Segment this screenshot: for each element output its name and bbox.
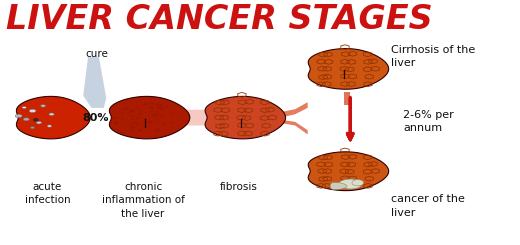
Circle shape	[170, 122, 173, 124]
Circle shape	[129, 129, 133, 131]
Circle shape	[145, 103, 148, 105]
Text: 80%: 80%	[82, 113, 109, 123]
Circle shape	[160, 109, 164, 110]
Polygon shape	[274, 119, 308, 135]
Circle shape	[137, 129, 141, 131]
Circle shape	[135, 121, 139, 123]
Circle shape	[130, 125, 134, 127]
Circle shape	[114, 122, 118, 124]
Circle shape	[121, 132, 125, 133]
Text: LIVER CANCER STAGES: LIVER CANCER STAGES	[6, 3, 432, 36]
Circle shape	[148, 121, 152, 123]
Circle shape	[49, 113, 54, 116]
Circle shape	[33, 119, 38, 121]
Text: cancer of the
liver: cancer of the liver	[391, 194, 465, 218]
Circle shape	[139, 130, 142, 132]
Circle shape	[22, 107, 27, 109]
Circle shape	[159, 104, 163, 106]
Polygon shape	[83, 57, 106, 108]
Circle shape	[121, 119, 124, 121]
Circle shape	[132, 122, 135, 124]
Polygon shape	[344, 92, 350, 105]
Circle shape	[133, 127, 137, 129]
Text: 2-6% per
annum: 2-6% per annum	[404, 110, 454, 133]
Circle shape	[131, 109, 135, 111]
Circle shape	[136, 117, 140, 119]
Circle shape	[151, 107, 154, 109]
Circle shape	[149, 107, 153, 109]
Circle shape	[23, 118, 29, 121]
Circle shape	[150, 111, 154, 112]
Circle shape	[138, 113, 142, 115]
Circle shape	[136, 123, 140, 125]
Circle shape	[135, 106, 139, 108]
Text: Cirrhosis of the
liver: Cirrhosis of the liver	[391, 45, 475, 68]
Circle shape	[151, 114, 155, 116]
Circle shape	[120, 113, 124, 114]
Circle shape	[156, 130, 160, 132]
Circle shape	[127, 112, 131, 114]
Circle shape	[131, 119, 135, 121]
Circle shape	[41, 105, 46, 107]
Polygon shape	[330, 183, 347, 190]
Circle shape	[114, 121, 118, 123]
Circle shape	[148, 121, 152, 123]
Circle shape	[114, 123, 118, 125]
Polygon shape	[17, 96, 90, 139]
Circle shape	[156, 105, 160, 107]
Circle shape	[171, 113, 175, 115]
Text: chronic
inflammation of
the liver: chronic inflammation of the liver	[101, 182, 185, 219]
FancyArrow shape	[185, 110, 220, 125]
Circle shape	[156, 103, 160, 105]
Circle shape	[36, 121, 42, 124]
Circle shape	[156, 119, 160, 121]
Circle shape	[113, 117, 117, 119]
Circle shape	[158, 107, 161, 109]
Polygon shape	[308, 152, 388, 191]
Circle shape	[130, 115, 134, 116]
Polygon shape	[308, 49, 388, 89]
Circle shape	[155, 129, 159, 131]
Circle shape	[125, 108, 128, 110]
Circle shape	[122, 109, 126, 110]
Text: acute
infection: acute infection	[24, 182, 70, 205]
Circle shape	[160, 115, 163, 117]
Circle shape	[111, 117, 114, 119]
Circle shape	[166, 106, 170, 108]
Circle shape	[160, 106, 163, 108]
Circle shape	[31, 127, 35, 129]
Polygon shape	[339, 179, 362, 189]
Circle shape	[129, 127, 134, 129]
Text: cure: cure	[85, 49, 108, 59]
Polygon shape	[352, 180, 363, 186]
Polygon shape	[274, 102, 308, 119]
Polygon shape	[109, 96, 190, 139]
Circle shape	[29, 109, 36, 113]
Circle shape	[163, 123, 166, 125]
Circle shape	[144, 104, 147, 106]
Circle shape	[139, 110, 142, 112]
Circle shape	[154, 114, 158, 115]
Circle shape	[155, 113, 159, 115]
Circle shape	[150, 103, 154, 104]
Polygon shape	[205, 96, 285, 139]
Circle shape	[117, 130, 121, 131]
Circle shape	[128, 110, 133, 112]
Text: fibrosis: fibrosis	[220, 182, 258, 192]
Circle shape	[15, 114, 22, 118]
Circle shape	[47, 125, 51, 127]
Circle shape	[132, 110, 135, 112]
